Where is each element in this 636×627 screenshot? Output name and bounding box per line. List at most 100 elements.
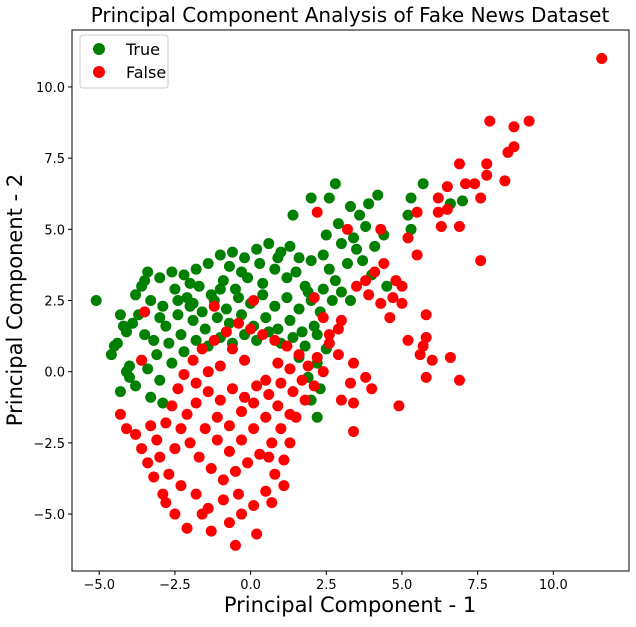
data-point-true [345, 201, 356, 213]
data-point-true [341, 257, 353, 269]
data-point-true [290, 266, 302, 278]
data-point-true [305, 192, 317, 204]
data-point-true [127, 317, 139, 329]
data-point-true [145, 391, 157, 403]
y-tick-label: −5.0 [33, 508, 65, 523]
data-point-true [357, 255, 369, 267]
data-point-true [323, 263, 335, 275]
points-layer [90, 52, 608, 551]
data-point-false [360, 371, 372, 383]
data-point-false [120, 423, 132, 435]
series-true [90, 178, 469, 423]
data-point-true [369, 240, 381, 252]
data-point-true [257, 277, 269, 289]
data-point-false [323, 337, 335, 349]
data-point-false [432, 206, 444, 218]
data-point-true [320, 229, 332, 241]
data-point-true [211, 312, 223, 324]
data-point-true [178, 269, 190, 281]
data-point-true [354, 209, 366, 221]
data-point-false [175, 423, 187, 435]
data-point-false [414, 349, 426, 361]
data-point-false [205, 462, 217, 474]
data-point-false [460, 178, 472, 190]
data-point-false [332, 323, 344, 335]
data-point-false [444, 351, 456, 363]
data-point-true [172, 295, 184, 306]
data-point-false [435, 220, 447, 232]
data-point-true [196, 306, 208, 318]
data-point-false [226, 343, 238, 355]
data-point-false [272, 357, 284, 369]
data-point-false [260, 485, 272, 497]
data-point-true [184, 277, 196, 289]
data-point-false [236, 508, 248, 520]
data-point-true [229, 283, 241, 295]
data-point-true [402, 209, 414, 221]
x-tick-label: 7.5 [467, 578, 488, 593]
legend: True False [79, 34, 169, 89]
data-point-false [163, 468, 175, 480]
chart-title: Principal Component Analysis of Fake New… [91, 3, 610, 27]
data-point-false [229, 539, 241, 551]
data-point-true [142, 363, 154, 375]
data-point-false [387, 292, 399, 304]
data-point-true [372, 189, 384, 201]
data-point-true [236, 309, 248, 321]
data-point-true [417, 178, 429, 190]
data-point-true [187, 314, 199, 326]
data-point-true [323, 192, 335, 204]
data-point-false [208, 334, 220, 346]
data-point-true [220, 303, 232, 315]
data-point-true [381, 280, 393, 292]
data-point-false [348, 397, 360, 409]
data-point-false [223, 420, 235, 432]
data-point-true [284, 314, 296, 326]
data-point-true [130, 380, 142, 392]
data-point-true [363, 198, 375, 210]
data-point-false [245, 323, 257, 335]
data-point-false [269, 468, 281, 480]
data-point-false [154, 451, 166, 463]
data-point-false [275, 423, 287, 435]
data-point-false [411, 206, 423, 218]
data-point-false [239, 391, 251, 403]
data-point-false [166, 400, 178, 412]
data-point-false [420, 332, 432, 344]
data-point-true [114, 309, 126, 321]
data-point-false [369, 266, 381, 278]
data-point-false [366, 383, 378, 395]
data-point-false [236, 434, 248, 446]
data-point-true [187, 297, 199, 309]
data-point-false [190, 377, 202, 389]
data-point-false [453, 158, 465, 170]
data-point-false [136, 443, 148, 455]
data-point-true [130, 289, 142, 301]
data-point-false [208, 300, 220, 312]
data-point-true [287, 209, 299, 221]
data-point-false [202, 386, 214, 398]
data-point-true [457, 195, 469, 207]
data-point-true [281, 292, 293, 304]
data-point-true [223, 317, 235, 329]
data-point-false [499, 175, 511, 187]
data-point-true [345, 295, 356, 306]
data-point-true [154, 374, 166, 386]
data-point-false [311, 351, 323, 363]
data-point-false [475, 192, 487, 204]
data-point-true [190, 263, 202, 275]
data-point-false [139, 306, 151, 318]
data-point-true [111, 337, 123, 349]
y-tick-label: 2.5 [44, 295, 65, 310]
data-point-true [311, 411, 323, 423]
x-tick-label: −2.5 [159, 578, 191, 593]
data-point-false [475, 255, 487, 267]
data-point-true [311, 329, 323, 341]
data-point-true [193, 280, 205, 292]
data-point-true [172, 309, 184, 321]
x-tick-label: −5.0 [83, 578, 115, 593]
data-point-true [308, 320, 320, 332]
data-point-false [169, 443, 181, 455]
data-point-false [402, 334, 414, 346]
